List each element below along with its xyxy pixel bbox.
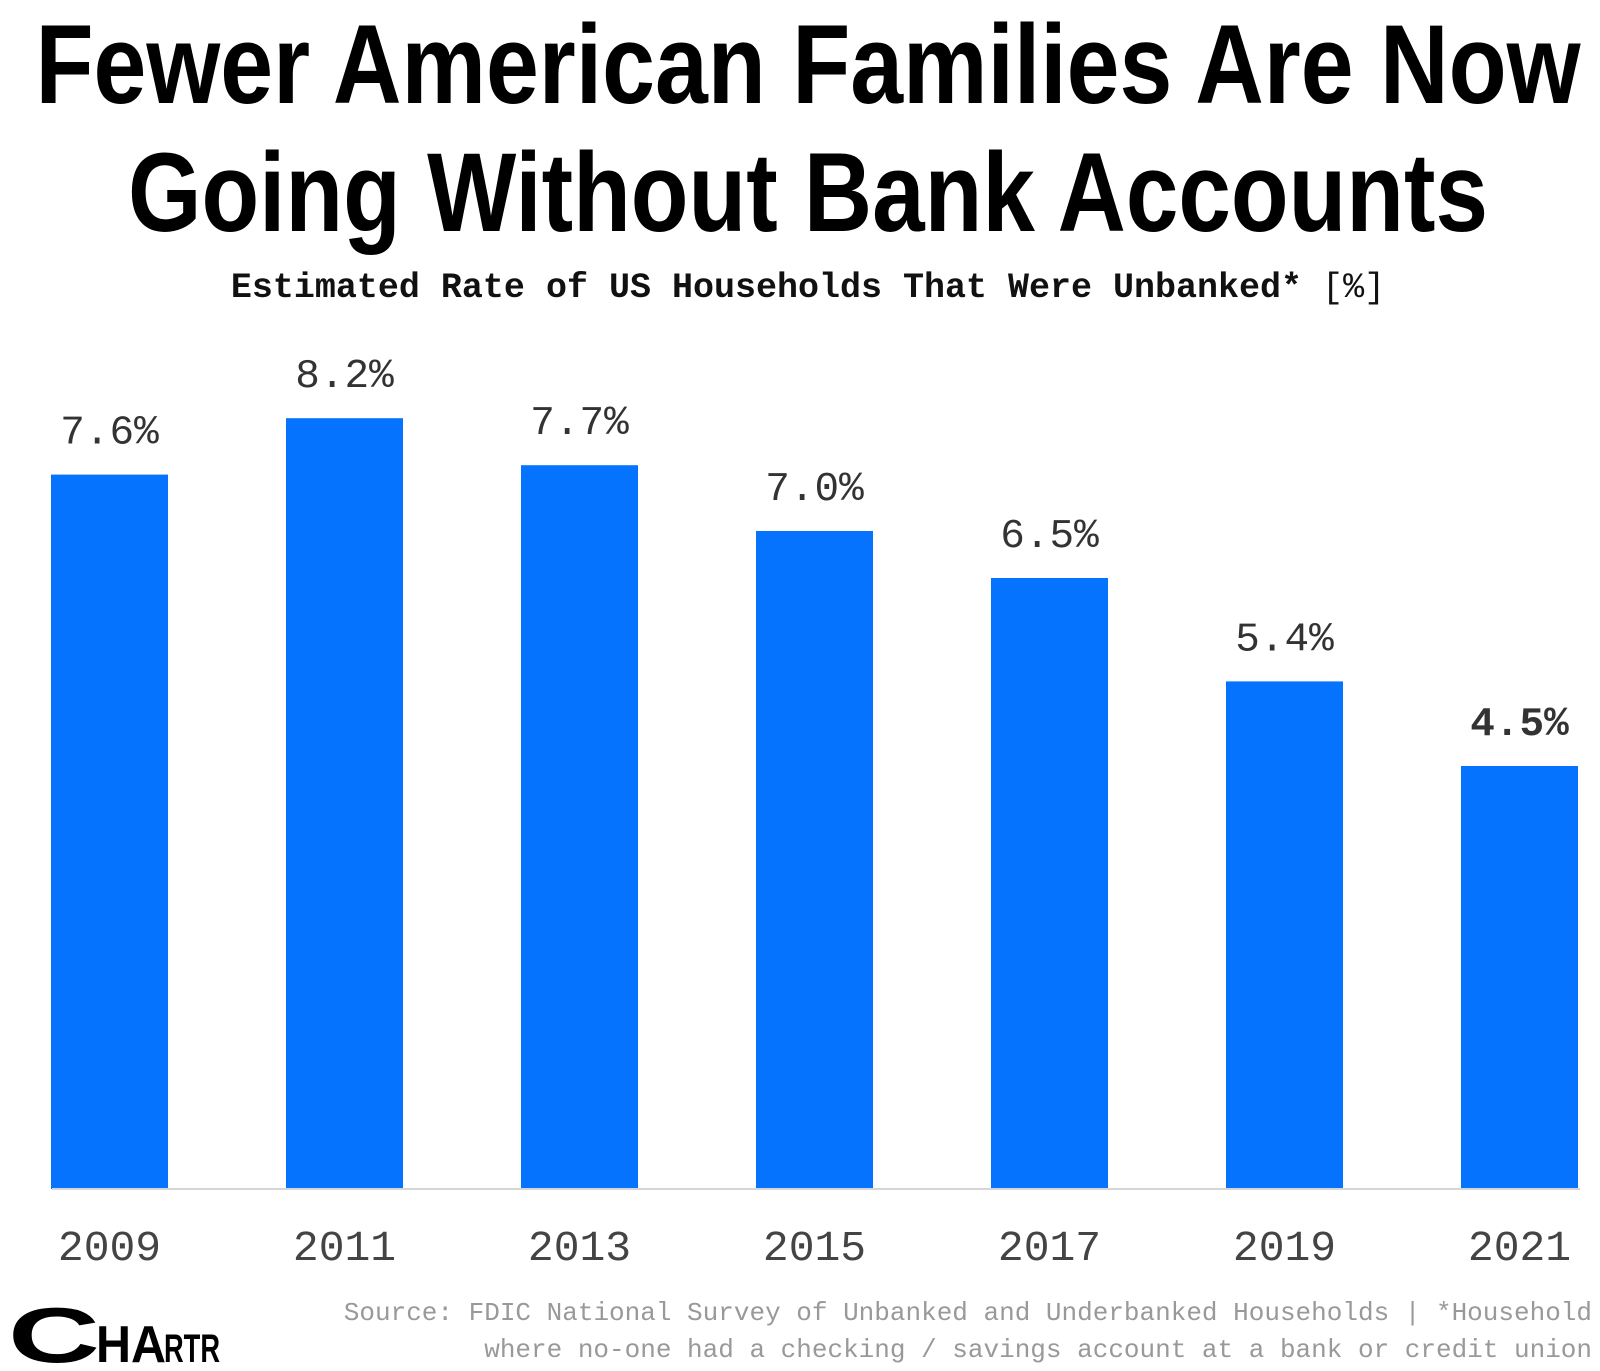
value-label-2009: 7.6%: [60, 411, 159, 457]
subtitle-text: Estimated Rate of US Households That Wer…: [231, 268, 1302, 308]
x-tick-label-2013: 2013: [528, 1224, 631, 1273]
value-label-2011: 8.2%: [295, 354, 394, 400]
bar-2013: [521, 465, 638, 1189]
x-tick-label-2019: 2019: [1233, 1224, 1336, 1273]
svg-text:HA: HA: [96, 1316, 166, 1371]
bar-2021: [1461, 766, 1578, 1189]
value-label-2017: 6.5%: [1000, 514, 1099, 560]
bar-2019: [1226, 681, 1343, 1189]
value-label-2015: 7.0%: [765, 467, 864, 513]
value-label-2019: 5.4%: [1235, 617, 1334, 663]
source-line-2: where no-one had a checking / savings ac…: [484, 1335, 1592, 1365]
value-label-2013: 7.7%: [530, 401, 629, 447]
x-tick-label-2017: 2017: [998, 1224, 1101, 1273]
chart-subtitle: Estimated Rate of US Households That Wer…: [231, 268, 1385, 308]
svg-text:RTR: RTR: [164, 1327, 220, 1371]
bars-group: 7.6% 2009 8.2% 2011 7.7% 2013 7.0% 2015 6.5% 2017…: [51, 354, 1578, 1273]
unit-label: [%]: [1322, 268, 1385, 308]
svg-text:C: C: [8, 1291, 100, 1371]
bar-2017: [991, 578, 1108, 1189]
chartr-logo: C HA RTR: [8, 1291, 220, 1371]
x-tick-label-2015: 2015: [763, 1224, 866, 1273]
bar-2009: [51, 474, 168, 1190]
bar-2011: [286, 418, 403, 1189]
source-line-1: Source: FDIC National Survey of Unbanked…: [344, 1298, 1592, 1328]
value-label-2021: 4.5%: [1470, 702, 1569, 748]
x-tick-label-2021: 2021: [1468, 1224, 1571, 1273]
bar-2015: [756, 531, 873, 1189]
chart-title-line-2: Going Without Bank Accounts: [128, 130, 1488, 255]
x-tick-label-2011: 2011: [293, 1224, 396, 1273]
x-tick-label-2009: 2009: [58, 1224, 161, 1273]
chart-title-line-1: Fewer American Families Are Now: [36, 2, 1582, 127]
